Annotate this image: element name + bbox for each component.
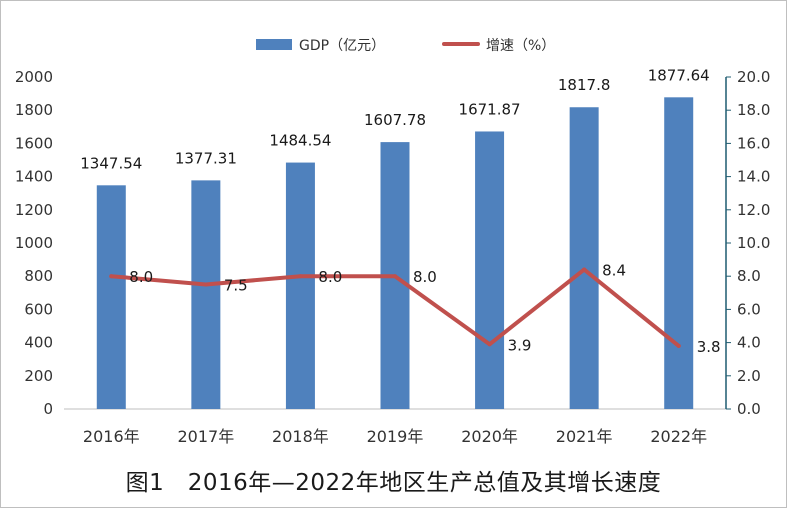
right-axis-tick-label: 14.0 <box>737 168 770 186</box>
gdp-bar <box>569 107 599 409</box>
gdp-bar <box>285 162 315 409</box>
growth-rate-label: 3.8 <box>697 338 721 356</box>
growth-rate-label: 8.4 <box>602 262 626 280</box>
growth-rate-point <box>109 274 114 279</box>
gdp-bar <box>96 185 126 409</box>
gdp-bar-label: 1877.64 <box>648 66 710 84</box>
right-axis-tick-label: 4.0 <box>737 334 761 352</box>
right-axis-tick-label: 0.0 <box>737 400 761 418</box>
growth-rate-point <box>676 343 681 348</box>
x-axis-category-label: 2018年 <box>272 427 329 446</box>
gdp-bar <box>664 97 694 409</box>
left-axis-tick-label: 1000 <box>15 234 53 252</box>
left-axis-tick-label: 1600 <box>15 134 53 152</box>
growth-rate-point <box>487 342 492 347</box>
left-axis-tick-label: 1200 <box>15 201 53 219</box>
x-axis-category-label: 2021年 <box>556 427 613 446</box>
gdp-bar-label: 1607.78 <box>364 111 426 129</box>
growth-rate-label: 8.0 <box>413 268 437 286</box>
gdp-bar-label: 1347.54 <box>80 154 142 172</box>
legend-gdp-swatch <box>256 39 292 50</box>
growth-rate-label: 8.0 <box>318 268 342 286</box>
right-axis-tick-label: 2.0 <box>737 367 761 385</box>
x-axis-category-label: 2022年 <box>650 427 707 446</box>
gdp-bar <box>191 180 221 409</box>
x-axis-category-label: 2017年 <box>177 427 234 446</box>
left-axis-tick-label: 200 <box>24 367 53 385</box>
right-axis-tick-label: 16.0 <box>737 134 770 152</box>
growth-rate-point <box>203 282 208 287</box>
gdp-bar-label: 1671.87 <box>459 100 521 118</box>
left-axis-tick-label: 400 <box>24 334 53 352</box>
x-axis-category-label: 2020年 <box>461 427 518 446</box>
growth-rate-point <box>393 274 397 279</box>
right-axis-tick-label: 20.0 <box>737 68 770 86</box>
left-axis-tick-label: 2000 <box>15 68 53 86</box>
growth-rate-label: 7.5 <box>224 277 248 295</box>
left-axis-tick-label: 600 <box>24 300 53 318</box>
legend-growth-label: 增速（%） <box>486 38 555 54</box>
growth-rate-point <box>298 274 303 279</box>
gdp-bar-label: 1484.54 <box>269 132 331 150</box>
growth-rate-label: 8.0 <box>129 268 153 286</box>
gdp-bar <box>475 131 505 409</box>
left-axis-tick-label: 0 <box>43 400 53 418</box>
x-axis-category-label: 2016年 <box>83 427 140 446</box>
left-axis-tick-label: 800 <box>24 267 53 285</box>
x-axis-category-label: 2019年 <box>367 427 424 446</box>
left-axis-tick-label: 1800 <box>15 101 53 119</box>
legend-gdp-label: GDP（亿元） <box>299 38 385 54</box>
left-axis-tick-label: 1400 <box>15 168 53 186</box>
right-axis-tick-label: 12.0 <box>737 201 770 219</box>
chart-caption: 图1 2016年—2022年地区生产总值及其增长速度 <box>125 470 662 496</box>
gdp-bar-label: 1377.31 <box>175 149 237 167</box>
growth-rate-point <box>582 267 587 272</box>
right-axis-tick-label: 6.0 <box>737 300 761 318</box>
right-axis-tick-label: 10.0 <box>737 234 770 252</box>
gdp-bar-label: 1817.8 <box>558 76 611 94</box>
growth-rate-label: 3.9 <box>508 336 532 354</box>
right-axis-tick-label: 18.0 <box>737 101 770 119</box>
right-axis-tick-label: 8.0 <box>737 267 761 285</box>
